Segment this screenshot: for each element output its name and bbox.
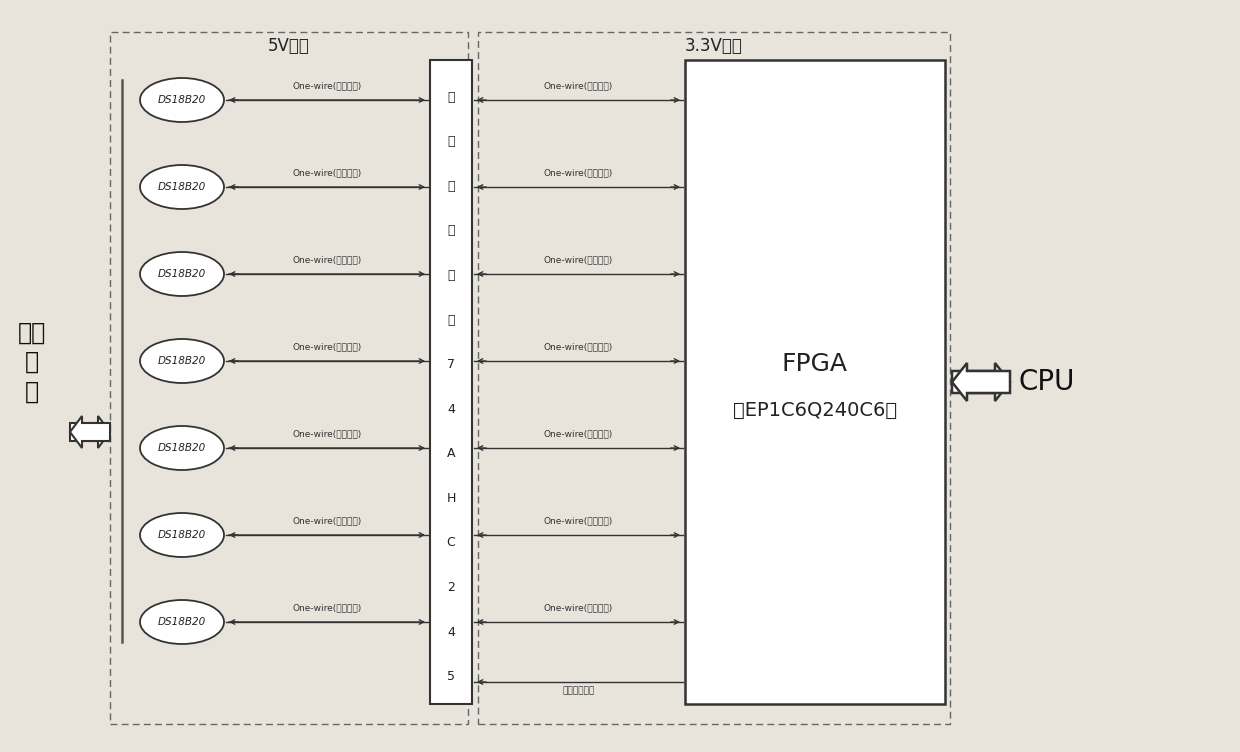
Text: One-wire(单数据线): One-wire(单数据线): [544, 603, 613, 612]
Text: DS18B20: DS18B20: [157, 443, 206, 453]
Text: （EP1C6Q240C6）: （EP1C6Q240C6）: [733, 401, 897, 420]
Text: 芯: 芯: [448, 269, 455, 282]
Ellipse shape: [140, 165, 224, 209]
Bar: [684, 60, 945, 704]
Text: 转: 转: [448, 180, 455, 193]
Ellipse shape: [140, 252, 224, 296]
Text: One-wire(单数据线): One-wire(单数据线): [544, 255, 613, 264]
FancyArrow shape: [952, 363, 1011, 401]
Text: 5V电平: 5V电平: [268, 37, 310, 55]
Text: One-wire(单数据线): One-wire(单数据线): [544, 81, 613, 90]
Text: 4: 4: [448, 626, 455, 638]
Text: One-wire(单数据线): One-wire(单数据线): [293, 168, 362, 177]
Text: DS18B20: DS18B20: [157, 95, 206, 105]
Text: DS18B20: DS18B20: [157, 530, 206, 540]
Ellipse shape: [140, 78, 224, 122]
Bar: [430, 60, 472, 704]
FancyArrow shape: [69, 416, 110, 448]
Text: One-wire(单数据线): One-wire(单数据线): [544, 516, 613, 525]
FancyArrow shape: [69, 416, 110, 448]
Text: H: H: [446, 492, 455, 505]
Text: 电源
与
地: 电源 与 地: [17, 320, 46, 404]
Text: One-wire(单数据线): One-wire(单数据线): [293, 429, 362, 438]
Text: A: A: [446, 447, 455, 460]
Text: One-wire(单数据线): One-wire(单数据线): [293, 516, 362, 525]
Text: One-wire(单数据线): One-wire(单数据线): [293, 255, 362, 264]
Text: One-wire(单数据线): One-wire(单数据线): [544, 168, 613, 177]
Ellipse shape: [140, 600, 224, 644]
Text: DS18B20: DS18B20: [157, 617, 206, 627]
Text: 3.3V电平: 3.3V电平: [684, 37, 743, 55]
Text: 5: 5: [446, 670, 455, 684]
Text: DS18B20: DS18B20: [157, 356, 206, 366]
Text: 信号流向控制: 信号流向控制: [563, 686, 595, 695]
Text: 4: 4: [448, 403, 455, 416]
Ellipse shape: [140, 513, 224, 557]
Text: 2: 2: [448, 581, 455, 594]
Bar: [110, 32, 467, 724]
Text: 平: 平: [448, 135, 455, 148]
FancyArrow shape: [952, 363, 1011, 401]
Bar: [477, 32, 950, 724]
Text: C: C: [446, 536, 455, 550]
Text: DS18B20: DS18B20: [157, 269, 206, 279]
Text: 换: 换: [448, 225, 455, 238]
Text: One-wire(单数据线): One-wire(单数据线): [293, 603, 362, 612]
Ellipse shape: [140, 426, 224, 470]
Text: One-wire(单数据线): One-wire(单数据线): [544, 429, 613, 438]
Text: 电: 电: [448, 91, 455, 104]
Text: FPGA: FPGA: [782, 352, 848, 376]
Text: One-wire(单数据线): One-wire(单数据线): [293, 81, 362, 90]
Ellipse shape: [140, 339, 224, 383]
Text: One-wire(单数据线): One-wire(单数据线): [544, 342, 613, 351]
Text: CPU: CPU: [1018, 368, 1074, 396]
Text: One-wire(单数据线): One-wire(单数据线): [293, 342, 362, 351]
Text: 7: 7: [446, 358, 455, 371]
Text: 片: 片: [448, 314, 455, 326]
Text: DS18B20: DS18B20: [157, 182, 206, 192]
